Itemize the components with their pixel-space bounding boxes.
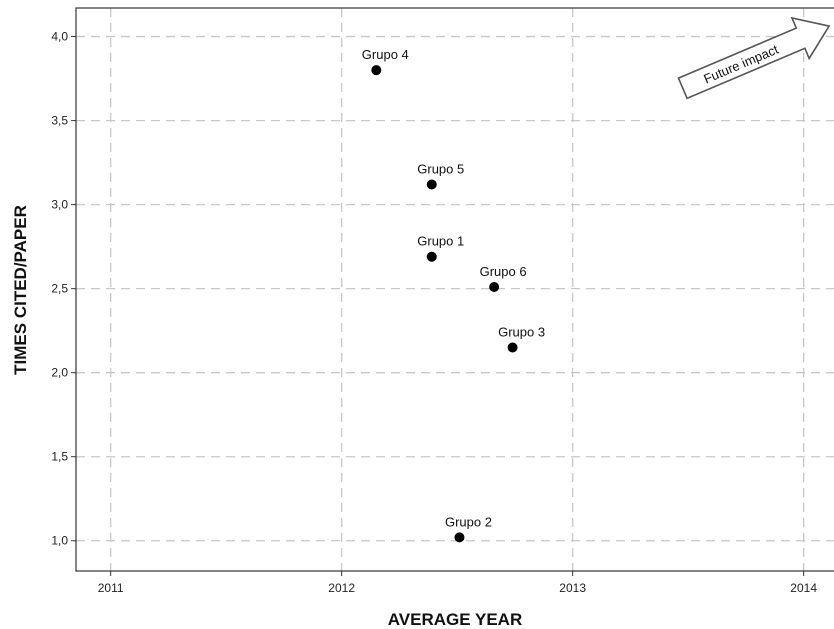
data-point-label: Grupo 5 xyxy=(417,161,464,176)
future-impact-annotation: Future impact xyxy=(677,16,831,100)
y-tick-label: 3,0 xyxy=(51,198,68,212)
x-axis-title: AVERAGE YEAR xyxy=(388,610,522,629)
data-point xyxy=(371,65,382,76)
axis-ticks: 2011 2012 2013 2014 1,0 1,5 2,0 2,5 3,0 3,5 4,0 xyxy=(51,30,817,595)
data-point-label: Grupo 2 xyxy=(445,514,492,529)
data-point-label: Grupo 3 xyxy=(498,324,545,339)
data-point xyxy=(489,281,500,292)
y-axis-title: TIMES CITED/PAPER xyxy=(11,205,30,375)
x-tick-label: 2014 xyxy=(790,581,817,595)
y-tick-label: 1,5 xyxy=(51,450,68,464)
data-points: Grupo 4 Grupo 5 Grupo 1 Grupo 6 Grupo 3 Grupo… xyxy=(362,47,545,543)
future-impact-arrow: Future impact xyxy=(677,16,831,100)
data-point xyxy=(454,532,465,543)
y-tick-label: 4,0 xyxy=(51,30,68,44)
y-tick-label: 2,5 xyxy=(51,282,68,296)
plot-frame xyxy=(75,7,834,572)
x-tick-label: 2013 xyxy=(559,581,586,595)
data-point-label: Grupo 6 xyxy=(480,264,527,279)
y-tick-label: 1,0 xyxy=(51,534,68,548)
data-point xyxy=(426,251,437,262)
x-tick-label: 2012 xyxy=(328,581,355,595)
x-tick-label: 2011 xyxy=(98,581,124,595)
arrow-shape xyxy=(677,16,831,100)
y-tick-label: 2,0 xyxy=(51,366,68,380)
data-point-label: Grupo 1 xyxy=(417,234,464,249)
y-tick-label: 3,5 xyxy=(51,114,68,128)
data-point xyxy=(426,179,437,190)
data-point xyxy=(507,342,518,353)
grid-lines xyxy=(76,8,834,571)
data-point-label: Grupo 4 xyxy=(362,47,409,62)
